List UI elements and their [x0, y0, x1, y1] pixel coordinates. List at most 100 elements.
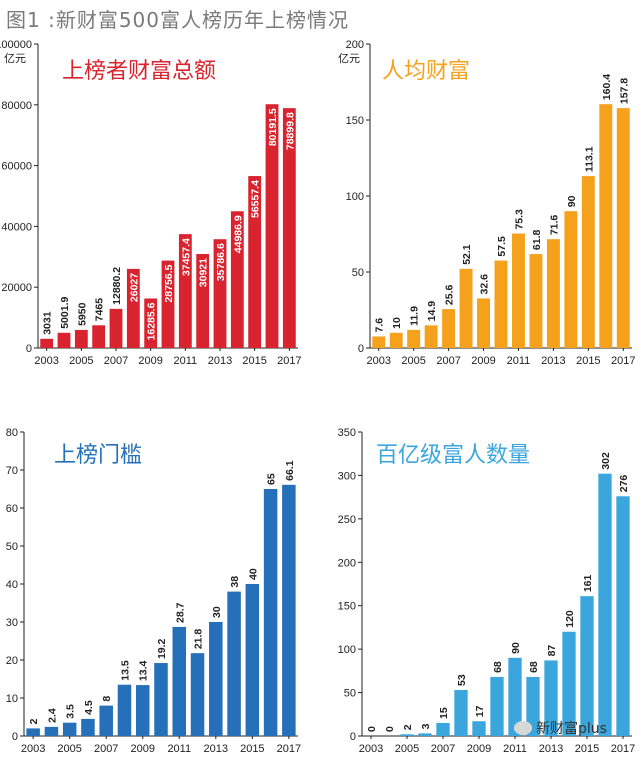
data-label: 66.1: [284, 460, 296, 481]
y-tick-label: 50: [352, 267, 364, 279]
y-tick-label: 20000: [1, 282, 32, 294]
data-label: 61.8: [531, 229, 543, 250]
bar: [580, 596, 594, 736]
bar: [161, 260, 175, 348]
y-tick-label: 0: [26, 343, 32, 355]
bar: [599, 104, 613, 348]
bar: [512, 233, 525, 348]
y-tick-label: 80000: [1, 100, 32, 112]
watermark-text: 新财富plus: [536, 721, 607, 737]
bar: [57, 332, 71, 348]
x-tick-label: 2017: [611, 743, 635, 755]
data-label: 68: [528, 661, 540, 673]
data-label: 21.8: [193, 629, 205, 650]
data-label: 8: [101, 696, 113, 702]
x-tick-label: 2013: [208, 355, 232, 367]
data-label: 35786.6: [215, 243, 227, 281]
data-label: 44986.9: [232, 215, 244, 253]
data-label: 14.9: [426, 301, 438, 322]
bar: [529, 254, 543, 348]
y-tick-label: 200: [338, 557, 356, 569]
bar: [477, 298, 490, 348]
data-label: 13.5: [119, 660, 131, 681]
bar: [144, 298, 158, 348]
bar: [562, 631, 576, 736]
x-tick-label: 2007: [104, 355, 128, 367]
bar: [209, 622, 223, 736]
bar: [74, 329, 88, 348]
data-label: 5001.9: [59, 297, 71, 329]
data-label: 75.3: [513, 209, 525, 230]
y-tick-label: 20: [6, 655, 18, 667]
data-label: 71.6: [548, 215, 560, 236]
chart-title: 人均财富: [382, 59, 470, 84]
bar: [459, 268, 473, 348]
x-tick-label: 2003: [366, 355, 390, 367]
bar: [508, 657, 522, 736]
bar: [196, 254, 210, 348]
x-tick-label: 2003: [359, 743, 383, 755]
bar: [490, 676, 504, 736]
data-label: 157.8: [618, 78, 630, 104]
data-label: 113.1: [583, 146, 595, 172]
x-tick-label: 2015: [576, 355, 600, 367]
data-label: 87: [546, 645, 558, 657]
data-label: 65: [266, 473, 278, 485]
y-tick-label: 200: [346, 39, 364, 51]
y-tick-label: 0: [350, 731, 356, 743]
data-label: 90: [566, 195, 578, 207]
bar: [581, 176, 595, 348]
x-tick-label: 2005: [57, 743, 81, 755]
chart-title: 上榜者财富总额: [62, 59, 216, 84]
x-tick-label: 2005: [69, 355, 93, 367]
x-tick-label: 2005: [401, 355, 425, 367]
data-label: 80191.5: [267, 108, 279, 146]
x-tick-label: 2009: [138, 355, 162, 367]
data-label: 53: [456, 674, 468, 686]
bar: [265, 104, 279, 349]
bar: [454, 689, 468, 736]
bar: [424, 325, 438, 348]
data-label: 25.6: [444, 284, 456, 305]
data-label: 10: [391, 317, 403, 329]
y-tick-label: 40000: [1, 221, 32, 233]
y-tick-label: 50: [6, 541, 18, 553]
x-tick-label: 2009: [467, 743, 491, 755]
x-tick-label: 2015: [240, 743, 264, 755]
y-tick-label: 60000: [1, 161, 32, 173]
data-label: 13.4: [138, 660, 150, 681]
data-label: 3031: [42, 311, 54, 335]
bar: [400, 734, 414, 736]
data-label: 0: [366, 726, 378, 732]
data-label: 4.5: [83, 700, 95, 715]
data-label: 7465: [94, 298, 106, 322]
bar: [564, 211, 578, 348]
x-tick-label: 2009: [130, 743, 154, 755]
bar: [99, 705, 113, 736]
wechat-icon: [514, 721, 532, 735]
y-tick-label: 100000: [0, 39, 32, 51]
data-label: 57.5: [496, 236, 508, 257]
data-label: 68: [492, 661, 504, 673]
bar: [135, 685, 150, 736]
bar: [40, 338, 54, 348]
y-tick-label: 350: [338, 427, 356, 439]
x-tick-label: 2003: [34, 355, 58, 367]
x-tick-label: 2007: [436, 355, 460, 367]
y-tick-label: 100: [346, 191, 364, 203]
bar: [544, 660, 558, 736]
bar: [472, 721, 486, 736]
data-label: 276: [618, 475, 630, 493]
bar: [178, 234, 192, 348]
data-label: 32.6: [479, 274, 491, 295]
chart-title: 上榜门槛: [54, 443, 142, 468]
bar: [407, 329, 421, 348]
data-label: 302: [600, 452, 612, 470]
bar: [44, 726, 59, 736]
bar: [62, 722, 77, 736]
data-label: 16285.6: [146, 302, 158, 340]
x-tick-label: 2013: [539, 743, 563, 755]
x-tick-label: 2011: [507, 355, 531, 367]
chart-total-wealth: 0 20000 40000 60000 80000 100000亿元上榜者财富总额 3031…: [0, 39, 302, 367]
bar: [546, 239, 560, 348]
